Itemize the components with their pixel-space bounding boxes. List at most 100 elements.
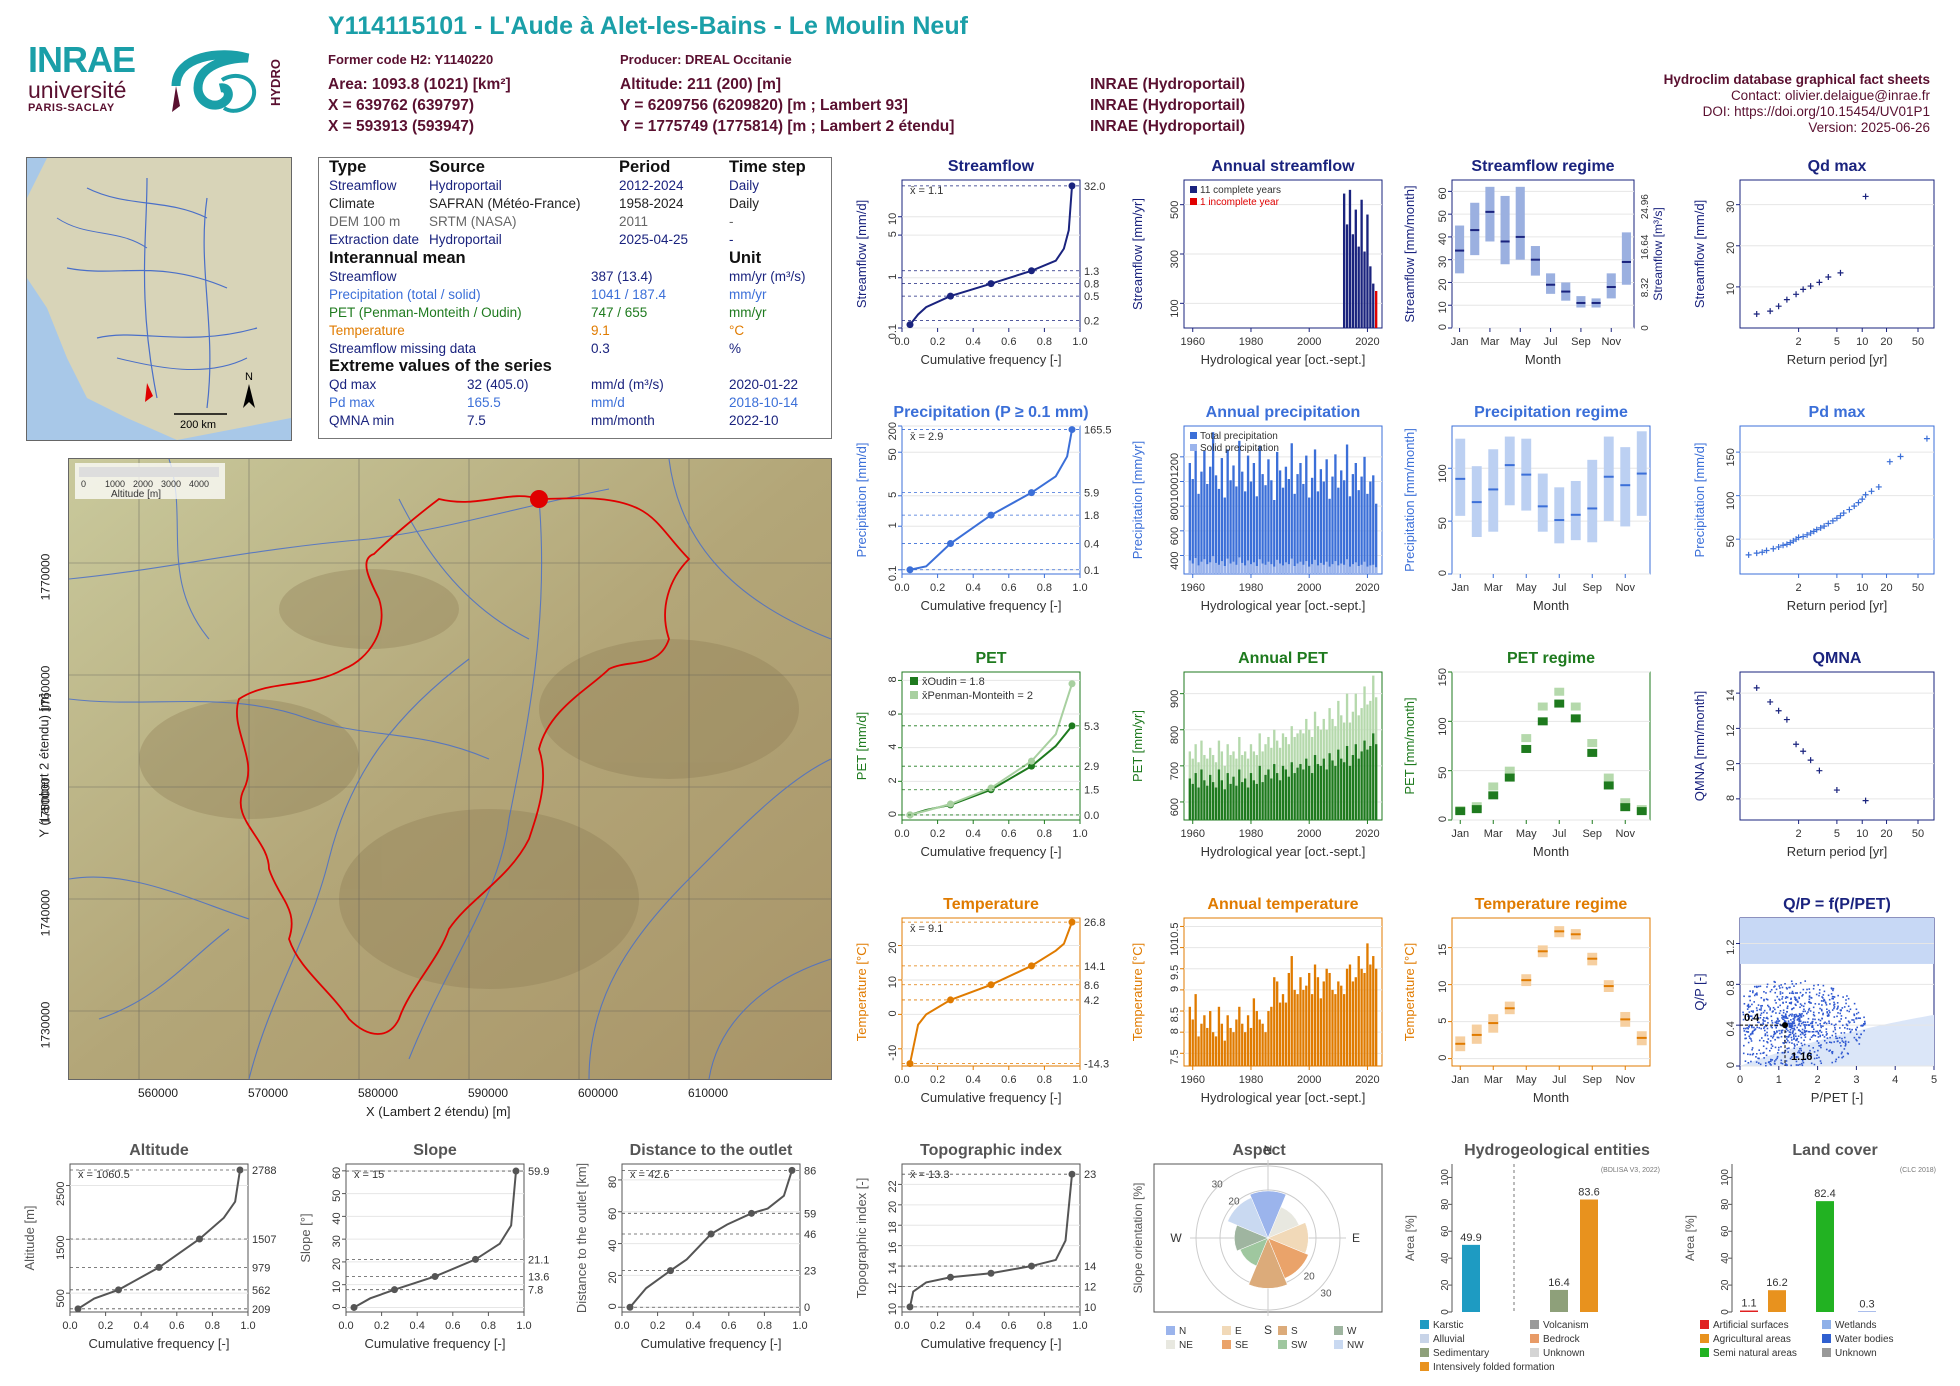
y-tick-label: 800 [1169,502,1181,520]
mean-temp-label: Temperature [329,323,405,338]
scatter-point [1802,1010,1805,1013]
scatter-point [1811,1022,1814,1025]
bar [1305,758,1308,820]
scatter-point [1777,1046,1780,1049]
quantile-point [707,1230,715,1238]
legend-label: SW [1291,1340,1308,1351]
scatter-point [1800,1015,1802,1017]
scatter-point [1855,1017,1857,1020]
scatter-point [1858,1043,1861,1045]
scatter-point [1790,1001,1793,1004]
bar [1328,498,1331,574]
bar-solid [1316,565,1320,574]
scatter-point [1828,1020,1830,1023]
legend-label: Karstic [1433,1320,1464,1331]
x-tick-label: Mar [1484,1074,1503,1086]
scatter-point [1749,1053,1751,1056]
scatter-point [1820,1044,1822,1046]
scatter-point [1809,1049,1811,1052]
bar [1229,480,1232,574]
x-tick-label: 5 [1834,582,1840,594]
bar [1310,773,1314,820]
scatter-point [1836,1037,1839,1040]
chart-title: Annual temperature [1207,896,1358,913]
bar [1206,785,1209,820]
quantile-point [431,1272,439,1280]
scatter-point [1808,991,1811,994]
bar [1235,486,1238,574]
x-tick-label: 0.8 [1037,582,1052,594]
scatter-point [1774,1046,1777,1049]
scatter-point [1844,1042,1847,1044]
scatter-point [1755,1052,1758,1055]
scatter-point [1799,982,1802,984]
bar-solid [1188,560,1191,574]
quantile-label: 0 [804,1302,810,1314]
scatter-point [1778,1029,1780,1032]
scatter-point [1826,1037,1829,1039]
scatter-point [1841,1056,1843,1059]
scatter-point [1804,1021,1807,1024]
y-tick-label: 60 [331,1167,343,1179]
pm-box [1554,687,1565,696]
extreme-pd-label: Pd max [329,395,375,410]
scatter-point [1825,1034,1828,1036]
y-tick-label: 10 [1437,301,1449,313]
bar [1369,481,1372,574]
contact[interactable]: Contact: olivier.delaigue@inrae.fr [1730,88,1930,103]
legend-label: Alluvial [1433,1334,1465,1345]
row-extraction-step: - [729,232,734,247]
scatter-point [1798,1013,1801,1015]
scatter-point [1793,1043,1796,1045]
scatter-point [1760,1023,1762,1026]
data-point [1862,193,1869,200]
scatter-point [1793,1015,1796,1017]
x-tick-label: 0.8 [1037,1074,1052,1086]
scatter-point [1812,1013,1815,1016]
data-point [1800,286,1807,293]
scatter-point [1781,992,1784,994]
page-title: Y114115101 - L'Aude à Alet-les-Bains - L… [328,12,968,40]
scatter-point [1793,1016,1796,1019]
scatter-point [1807,1017,1810,1020]
scatter-point [1833,1007,1835,1010]
scatter-point [1752,1030,1754,1033]
y-tick-label: 0 [1437,1055,1449,1061]
bar [1366,493,1369,574]
scatter-point [1759,985,1762,988]
y-tick-label: 8 [887,676,899,682]
scatter-point [1837,1005,1839,1008]
chart-title: Distance to the outlet [630,1142,793,1159]
legend-swatch [1420,1362,1429,1371]
doi[interactable]: DOI: https://doi.org/10.15454/UV01P1 [1702,104,1930,119]
scatter-point [1785,996,1788,998]
oudin-box [1554,699,1565,708]
range-box [1500,195,1510,265]
scatter-point [1757,1021,1759,1024]
row-streamflow-period: 2012-2024 [619,178,684,193]
scatter-point [1764,1020,1766,1022]
row-dem-step: - [729,214,734,229]
scatter-point [1801,1013,1803,1015]
bar [1220,1023,1224,1066]
scatter-point [1792,1031,1794,1033]
y-tick-label: 10 [331,1281,343,1293]
scatter-point [1826,1033,1828,1035]
scatter-point [1840,1015,1843,1017]
scatter-point [1798,1047,1801,1050]
catchment-map: 0 1000 2000 3000 4000 Altitude [m] [68,458,832,1080]
scatter-point [1845,999,1847,1001]
y-axis-label: PET [mm/yr] [1130,710,1145,782]
bar-solid [1246,560,1250,574]
scatter-point [1842,996,1844,998]
data-point [1807,757,1814,764]
pm-box [1603,773,1614,782]
chart-title: Qd max [1808,158,1867,175]
scatter-point [1800,1049,1803,1052]
data-point [1833,515,1840,522]
quantile-point [350,1303,358,1311]
scatter-point [1823,1039,1826,1042]
bar [1287,776,1290,820]
scatter-point [1808,998,1811,1001]
quantile-label: 86 [804,1165,816,1177]
